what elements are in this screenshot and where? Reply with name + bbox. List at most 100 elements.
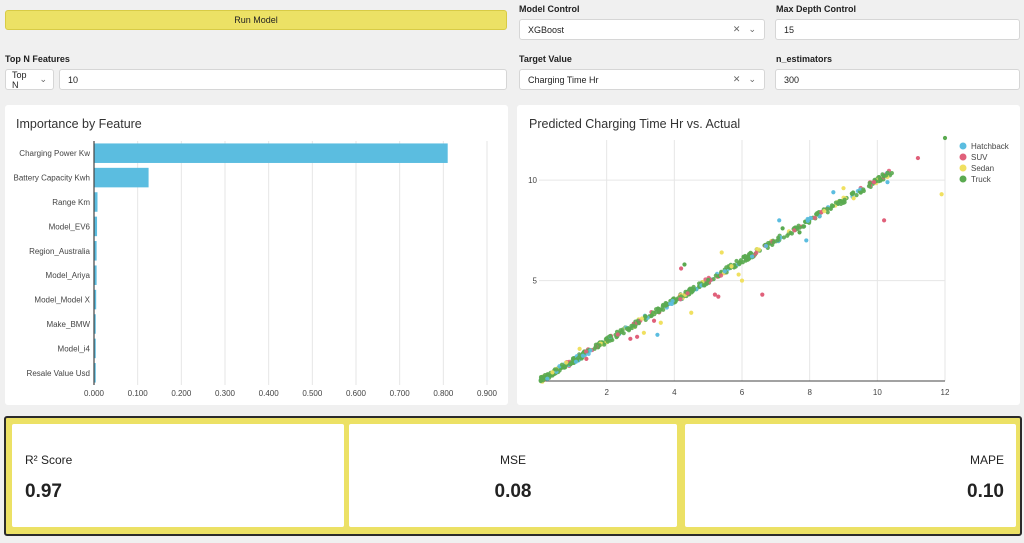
scatter-point	[889, 171, 894, 176]
scatter-point	[583, 349, 589, 354]
y-tick-label: Model_i4	[58, 344, 91, 353]
scatter-point	[628, 336, 633, 341]
scatter-point	[657, 308, 662, 314]
x-tick-label: 0.700	[390, 389, 411, 398]
scatter-point	[726, 264, 731, 269]
scatter-point	[739, 278, 745, 283]
scatter-point	[564, 360, 569, 365]
scatter-point	[737, 261, 742, 266]
scatter-point	[624, 326, 630, 331]
chevron-down-icon[interactable]: ⌄	[748, 24, 756, 34]
x-tick-label: 0.600	[346, 389, 367, 398]
bar	[94, 289, 97, 310]
scatter-point	[633, 324, 638, 329]
scatter-point	[706, 277, 711, 283]
model-control-select[interactable]: XGBoost ✕ ⌄	[519, 19, 765, 40]
scatter-point	[788, 230, 793, 235]
metrics-container: R² Score 0.97 MSE 0.08 MAPE 0.10	[4, 416, 1022, 536]
top-n-input[interactable]: 10	[59, 69, 507, 90]
scatter-point	[780, 226, 785, 231]
scatter-point	[734, 258, 739, 264]
y-tick-label: Model_EV6	[49, 222, 91, 231]
scatter-point	[741, 254, 746, 259]
x-tick-label: 0.500	[302, 389, 323, 398]
scatter-point	[939, 192, 944, 197]
importance-chart-panel: Importance by Feature 0.000 0.100 0.200 0.3…	[5, 105, 508, 405]
x-tick-label: 6	[740, 388, 745, 397]
scatter-point	[882, 218, 887, 223]
legend-label: Hatchback	[971, 142, 1010, 151]
scatter-point	[689, 310, 694, 315]
bar	[94, 216, 98, 237]
r2-score-label: R² Score	[25, 453, 73, 467]
scatter-point	[571, 356, 576, 361]
r2-score-value: 0.97	[25, 481, 62, 502]
r2-score-card: R² Score 0.97	[12, 424, 344, 527]
scatter-point	[883, 173, 889, 178]
importance-bar-chart: 0.000 0.100 0.200 0.300 0.400 0.500 0.600 0.700…	[14, 141, 498, 398]
legend-label: SUV	[971, 153, 988, 162]
chevron-down-icon[interactable]: ⌄	[748, 74, 756, 84]
scatter-point	[825, 206, 830, 211]
scatter-point	[871, 180, 877, 185]
scatter-point	[867, 180, 872, 186]
scatter-point	[559, 362, 565, 367]
scatter-point	[822, 208, 827, 214]
scatter-point	[545, 376, 550, 381]
mape-card: MAPE 0.10	[685, 424, 1016, 527]
max-depth-input[interactable]: 15	[775, 19, 1020, 40]
scatter-point	[584, 356, 589, 362]
scatter-point	[801, 224, 807, 229]
scatter-point	[915, 155, 921, 161]
target-value-value: Charging Time Hr	[528, 74, 599, 85]
y-tick-label: Model_Ariya	[46, 271, 91, 280]
scatter-point	[829, 203, 835, 208]
target-value-select[interactable]: Charging Time Hr ✕ ⌄	[519, 69, 765, 90]
scatter-point	[679, 266, 684, 271]
x-tick-label: 0.200	[171, 389, 192, 398]
bar	[94, 192, 98, 212]
y-tick-label: Charging Power Kw	[19, 149, 90, 158]
scatter-point	[678, 297, 683, 302]
scatter-point	[754, 250, 759, 255]
scatter-point	[736, 272, 741, 277]
scatter-point	[602, 342, 607, 347]
scatter-point	[797, 230, 802, 235]
scatter-point	[635, 334, 640, 339]
legend-label: Sedan	[971, 164, 994, 173]
scatter-point	[682, 262, 687, 267]
legend-marker	[959, 142, 967, 150]
run-model-button[interactable]: Run Model	[5, 10, 507, 30]
max-depth-label: Max Depth Control	[776, 4, 856, 14]
bar	[94, 265, 97, 285]
max-depth-value: 15	[784, 24, 795, 35]
x-tick-label: 4	[672, 388, 677, 397]
scatter-point	[792, 228, 797, 233]
n-estimators-input[interactable]: 300	[775, 69, 1020, 90]
scatter-point	[794, 225, 800, 230]
scatter-point	[554, 367, 559, 372]
scatter-point	[842, 200, 847, 205]
scatter-point	[718, 273, 724, 278]
scatter-point	[658, 320, 663, 325]
scatter-point	[593, 344, 598, 349]
x-tick-label: 0.900	[477, 389, 498, 398]
scatter-point	[743, 258, 748, 263]
clear-icon[interactable]: ✕	[732, 24, 741, 34]
legend-marker	[959, 153, 967, 161]
n-estimators-value: 300	[784, 74, 800, 85]
clear-icon[interactable]: ✕	[732, 74, 741, 84]
scatter-point	[756, 247, 762, 252]
scatter-point	[655, 332, 660, 337]
top-n-select[interactable]: Top N ⌄	[5, 69, 54, 90]
predicted-vs-actual-scatter: 2 4 6 8 10 12 5 10 Hatchback SUV Sedan Truck	[528, 135, 1010, 397]
scatter-point	[580, 353, 586, 358]
scatter-point	[763, 243, 769, 249]
x-tick-label: 10	[873, 388, 882, 397]
x-tick-label: 0.000	[84, 389, 105, 398]
x-tick-label: 0.300	[215, 389, 236, 398]
scatter-point	[854, 193, 859, 198]
scatter-point	[885, 180, 890, 185]
scatter-point	[654, 307, 659, 312]
top-n-select-value: Top N	[12, 69, 27, 90]
